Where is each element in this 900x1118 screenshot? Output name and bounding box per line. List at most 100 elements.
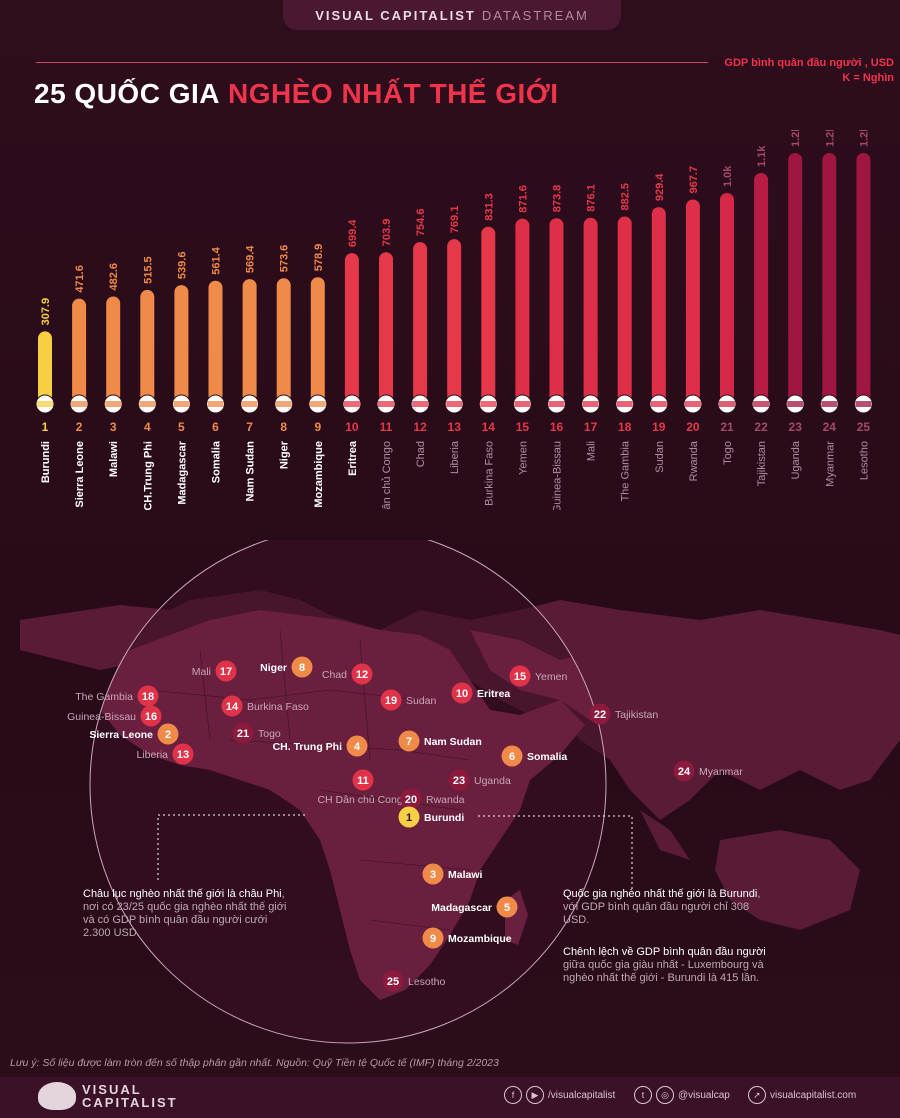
handle-visualcapitalist[interactable]: /visualcapitalist <box>548 1089 616 1101</box>
page-title: 25 QUỐC GIA NGHÈO NHẤT THẾ GIỚI <box>34 78 559 110</box>
map-marker-rank: 18 <box>142 691 154 703</box>
category-label: Somalia <box>211 440 223 483</box>
data-label: 831.3 <box>483 193 495 221</box>
rank-label: 8 <box>280 420 287 434</box>
rank-label: 18 <box>618 420 632 434</box>
map-marker <box>291 656 313 678</box>
map-country-label: Burundi <box>424 812 464 824</box>
flag-stripe <box>753 401 770 407</box>
bar <box>447 239 462 403</box>
category-label: Nam Sudan <box>245 441 257 502</box>
divider-line <box>36 62 708 63</box>
map-country-label: Liberia <box>136 749 168 761</box>
map-marker <box>140 705 162 727</box>
youtube-icon[interactable]: ▶ <box>526 1086 544 1104</box>
category-label: Burkina Faso <box>483 441 495 506</box>
map-marker <box>400 788 422 810</box>
data-label: 1.2k <box>790 130 802 147</box>
facebook-icon[interactable]: f <box>504 1086 522 1104</box>
flag-stripe <box>548 401 565 407</box>
social-group-3: ➚ visualcapitalist.com <box>748 1086 856 1104</box>
flag-stripe <box>514 401 531 407</box>
map-country-label: Myanmar <box>699 766 743 778</box>
instagram-icon[interactable]: ◎ <box>656 1086 674 1104</box>
data-label: 1.2k <box>824 130 836 147</box>
map-marker-rank: 21 <box>237 728 249 740</box>
map-marker-rank: 24 <box>678 766 691 778</box>
map-marker <box>673 760 695 782</box>
map-country-label: Rwanda <box>426 794 465 806</box>
category-label: Mozambique <box>313 441 325 508</box>
rank-label: 22 <box>754 420 768 434</box>
category-label: Chad <box>415 441 427 467</box>
category-label: Mali <box>586 441 598 461</box>
map-marker <box>232 722 254 744</box>
data-label: 561.4 <box>211 246 223 274</box>
category-label: Lesotho <box>858 441 870 480</box>
category-label: CH.Trung Phi <box>142 441 154 510</box>
data-label: 1.0k <box>722 165 734 187</box>
legend-unit: GDP bình quân đầu người , USD <box>724 57 894 69</box>
flag-stripe <box>684 401 701 407</box>
category-label: Eritrea <box>347 440 359 476</box>
map-marker <box>398 730 420 752</box>
bar <box>140 289 155 403</box>
note-africa-bold: Châu lục nghèo nhất thế giới là châu Phi <box>83 888 282 900</box>
site-link[interactable]: visualcapitalist.com <box>770 1089 857 1101</box>
bar <box>617 216 632 403</box>
flag-stripe <box>480 401 497 407</box>
bar <box>276 278 291 403</box>
map-marker-rank: 22 <box>594 709 606 721</box>
flag-stripe <box>378 401 394 407</box>
bar <box>754 173 769 403</box>
map-marker <box>382 970 404 992</box>
logo[interactable]: VISUAL CAPITALIST <box>38 1082 178 1110</box>
map-marker <box>215 660 237 682</box>
map-marker-rank: 23 <box>453 775 465 787</box>
map-country-label: Madagascar <box>431 902 492 914</box>
twitter-icon[interactable]: t <box>634 1086 652 1104</box>
rank-label: 16 <box>550 420 564 434</box>
bar <box>379 252 393 403</box>
bar <box>788 153 803 403</box>
cursor-icon[interactable]: ➚ <box>748 1086 766 1104</box>
brand-name: VISUAL CAPITALIST <box>315 7 476 23</box>
map-marker-rank: 16 <box>145 711 157 723</box>
note-gap: Chênh lệch về GDP bình quân đầu người gi… <box>563 946 773 985</box>
data-label: 1.1k <box>756 145 768 167</box>
bar <box>720 193 734 403</box>
data-label: 573.6 <box>279 245 291 273</box>
map-marker <box>496 896 518 918</box>
flag-stripe <box>207 401 224 407</box>
map-country-label: Niger <box>260 662 287 674</box>
map-marker-rank: 19 <box>385 695 397 707</box>
bar <box>583 217 598 403</box>
note-burundi-rest: , với GDP bình quân đầu người chỉ 308 US… <box>563 888 761 926</box>
map-marker <box>137 685 159 707</box>
rank-label: 10 <box>345 420 359 434</box>
social-group-2: t ◎ @visualcap <box>634 1086 730 1104</box>
map-marker-rank: 13 <box>177 749 189 761</box>
map-marker-rank: 9 <box>430 933 436 945</box>
map-country-label: The Gambia <box>75 691 133 703</box>
logo-text: VISUAL CAPITALIST <box>82 1083 178 1109</box>
flag-stripe <box>105 401 122 407</box>
map-country-label: Mozambique <box>448 933 512 945</box>
handle-visualcap[interactable]: @visualcap <box>678 1089 730 1101</box>
bar <box>822 153 837 403</box>
map-country-label: Togo <box>258 728 281 740</box>
rank-label: 2 <box>76 420 83 434</box>
map-marker <box>352 769 374 791</box>
title-part2: NGHÈO NHẤT THẾ GIỚI <box>227 78 559 109</box>
title-part1: 25 QUỐC GIA <box>34 78 220 109</box>
data-label: 482.6 <box>108 263 120 291</box>
map-marker <box>157 723 179 745</box>
rank-label: 24 <box>823 420 837 434</box>
data-label: 754.6 <box>415 209 427 237</box>
callout-lines <box>157 814 633 890</box>
map-marker-rank: 4 <box>354 741 361 753</box>
data-label: 515.5 <box>142 256 154 284</box>
map-marker <box>422 927 444 949</box>
